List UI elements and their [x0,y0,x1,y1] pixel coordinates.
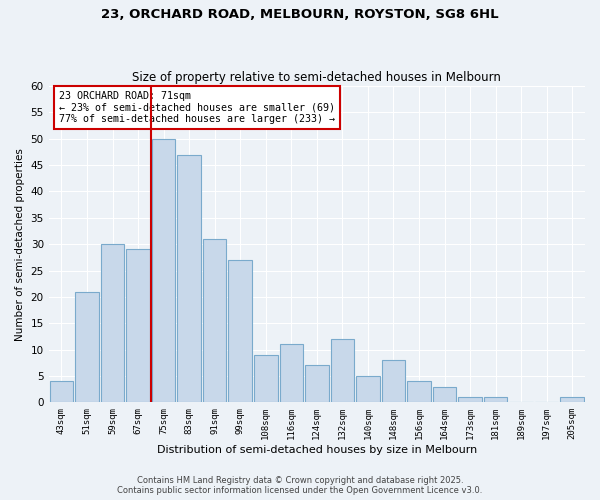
Bar [484,397,508,402]
Bar [356,376,380,402]
Bar [254,355,278,403]
Bar [101,244,124,402]
Bar [50,381,73,402]
Text: 23, ORCHARD ROAD, MELBOURN, ROYSTON, SG8 6HL: 23, ORCHARD ROAD, MELBOURN, ROYSTON, SG8… [101,8,499,20]
Bar [382,360,405,403]
Text: Contains HM Land Registry data © Crown copyright and database right 2025.
Contai: Contains HM Land Registry data © Crown c… [118,476,482,495]
Bar [152,139,175,402]
X-axis label: Distribution of semi-detached houses by size in Melbourn: Distribution of semi-detached houses by … [157,445,477,455]
Title: Size of property relative to semi-detached houses in Melbourn: Size of property relative to semi-detach… [133,70,501,84]
Bar [433,386,456,402]
Bar [331,339,354,402]
Bar [229,260,252,402]
Bar [305,366,329,403]
Y-axis label: Number of semi-detached properties: Number of semi-detached properties [15,148,25,340]
Bar [178,154,201,402]
Bar [127,250,150,402]
Text: 23 ORCHARD ROAD: 71sqm
← 23% of semi-detached houses are smaller (69)
77% of sem: 23 ORCHARD ROAD: 71sqm ← 23% of semi-det… [59,91,335,124]
Bar [560,397,584,402]
Bar [75,292,99,403]
Bar [458,397,482,402]
Bar [407,381,431,402]
Bar [280,344,303,403]
Bar [203,239,226,402]
